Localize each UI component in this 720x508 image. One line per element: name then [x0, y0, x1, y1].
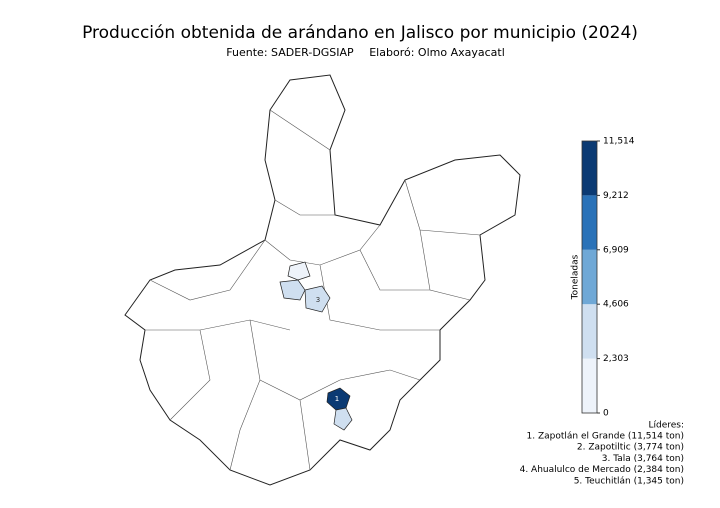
- state-map: [124, 74, 521, 486]
- source: Fuente: SADER-DGSIAP: [226, 46, 354, 59]
- chart-title: Producción obtenida de arándano en Jalis…: [82, 23, 638, 43]
- colorbar-bin: [582, 141, 597, 196]
- colorbar-tick-label: 2,303: [603, 354, 629, 364]
- colorbar-tick-label: 0: [603, 409, 609, 419]
- leader-item: 1. Zapotlán el Grande (11,514 ton): [527, 432, 684, 442]
- colorbar-bin: [582, 195, 597, 250]
- leader-item: 2. Zapotiltic (3,774 ton): [577, 443, 684, 453]
- leaders-title: Líderes:: [648, 421, 684, 431]
- leader-item: 4. Ahualulco de Mercado (2,384 ton): [520, 465, 684, 475]
- map-label: 3: [316, 296, 320, 304]
- colorbar-label: Toneladas: [571, 254, 581, 300]
- colorbar-frame: [581, 140, 598, 414]
- municipality: [287, 261, 311, 281]
- municipality: [333, 407, 353, 431]
- colorbar-tick-label: 9,212: [603, 191, 629, 201]
- colorbar-bin: [582, 358, 597, 413]
- municipality: [304, 285, 331, 313]
- leader-item: 3. Tala (3,764 ton): [602, 454, 684, 464]
- colorbar-tick-label: 11,514: [603, 137, 635, 147]
- leader-item: 5. Teuchitlán (1,345 ton): [574, 476, 684, 486]
- map-label: 1: [335, 395, 339, 403]
- credit: Elaboró: Olmo Axayacatl: [369, 46, 505, 59]
- colorbar-tick-label: 6,909: [603, 245, 629, 255]
- colorbar-bin: [582, 249, 597, 305]
- municipal-borders: [145, 109, 481, 471]
- colorbar-tick-label: 4,606: [603, 300, 629, 310]
- colorbar-bin: [582, 304, 597, 359]
- municipality: [279, 279, 306, 301]
